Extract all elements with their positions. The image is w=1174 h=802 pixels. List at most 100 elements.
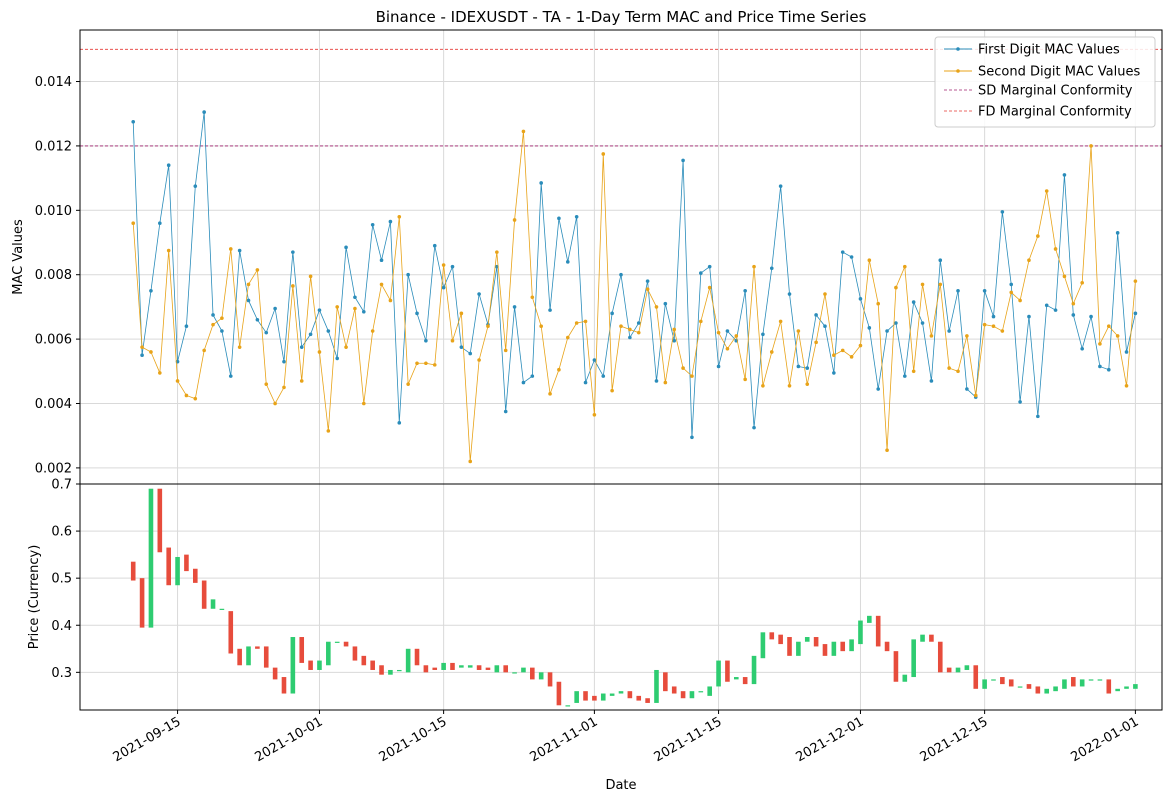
candle [148,488,154,628]
fd-point [140,353,144,358]
fd-point [512,305,517,309]
candle [804,637,810,642]
sd-point [601,152,606,156]
candle [476,665,482,670]
fd-point [894,321,898,325]
fd-point [965,387,969,391]
fd-point [184,324,189,329]
x-axis-label: Date [605,778,636,793]
candle [184,554,189,572]
candle [130,561,136,581]
candle [849,639,854,652]
candle [414,648,420,666]
candle [893,651,899,682]
fd-point [1027,314,1031,319]
candle [982,679,987,689]
sd-point [973,393,978,398]
sd-point [814,340,818,345]
sd-point [734,334,739,338]
fd-point [1098,364,1102,369]
candle [1017,686,1023,688]
sd-point [1027,258,1031,263]
candle [423,665,429,673]
candle [467,665,473,668]
candle [246,646,251,666]
candle [937,641,943,673]
fd-point [565,260,570,264]
fd-point [557,216,561,221]
mac-y-tick-label: 0.006 [35,333,72,348]
fd-point [459,345,464,349]
price-y-ticks: 0.3 0.4 0.5 0.6 0.7 [51,478,80,681]
fd-point [681,158,685,163]
fd-point [619,272,623,277]
candle [964,665,970,670]
fd-point [610,311,614,316]
sd-point [672,327,677,332]
fd-point [769,266,774,271]
price-y-tick-label: 0.7 [51,478,72,493]
sd-point [530,295,535,300]
sd-point [619,324,623,329]
sd-point [335,305,339,309]
candle [884,641,890,652]
fd-point [840,250,845,254]
candle [1008,679,1014,687]
fd-point [246,298,251,303]
sd-point [982,322,987,327]
fd-point [929,379,934,383]
sd-point [885,448,889,452]
price-grid [80,483,1162,710]
sd-point [645,287,650,291]
candle [716,660,721,687]
sd-point [450,338,455,343]
candle [1088,679,1094,681]
sd-point [894,285,898,290]
fd-series-line [132,112,1136,438]
fd-point [752,425,756,430]
legend-label-sd: Second Digit MAC Values [978,65,1140,80]
fd-point [778,184,783,188]
candle [698,691,704,693]
candle [1000,677,1005,685]
sd-point [1071,301,1076,306]
sd-point [947,366,951,370]
sd-point [503,348,508,353]
fd-point [690,435,694,440]
fd-point [858,297,863,301]
fd-point [601,374,606,378]
fd-point [1071,313,1076,317]
candle [574,691,579,703]
sd-point [583,319,588,324]
fd-point [716,364,721,369]
x-tick-label: 2021-10-01 [253,714,326,765]
fd-point [158,221,162,225]
x-tick-label: 2021-12-15 [918,714,991,765]
sd-point [486,324,490,329]
candle [157,488,163,553]
sd-point [308,274,313,279]
candle [858,620,863,645]
fd-point [805,366,810,370]
sd-point [362,401,366,406]
sd-point [211,322,215,327]
fd-point [814,313,818,317]
fd-point [636,321,641,325]
fd-point [982,289,987,293]
fd-point [885,329,889,333]
price-y-tick-label: 0.4 [51,619,72,634]
fd-point [911,300,916,304]
sd-point [690,374,694,378]
sd-point [220,316,224,320]
candle [547,672,553,687]
candle [308,660,313,670]
sd-point [778,319,783,324]
sd-point [858,343,863,348]
candle [175,556,180,586]
sd-point [991,324,996,329]
sd-point [663,380,668,385]
sd-point [255,268,260,272]
sd-point [149,350,153,354]
price-y-tick-label: 0.3 [51,666,72,681]
candle [139,578,145,628]
